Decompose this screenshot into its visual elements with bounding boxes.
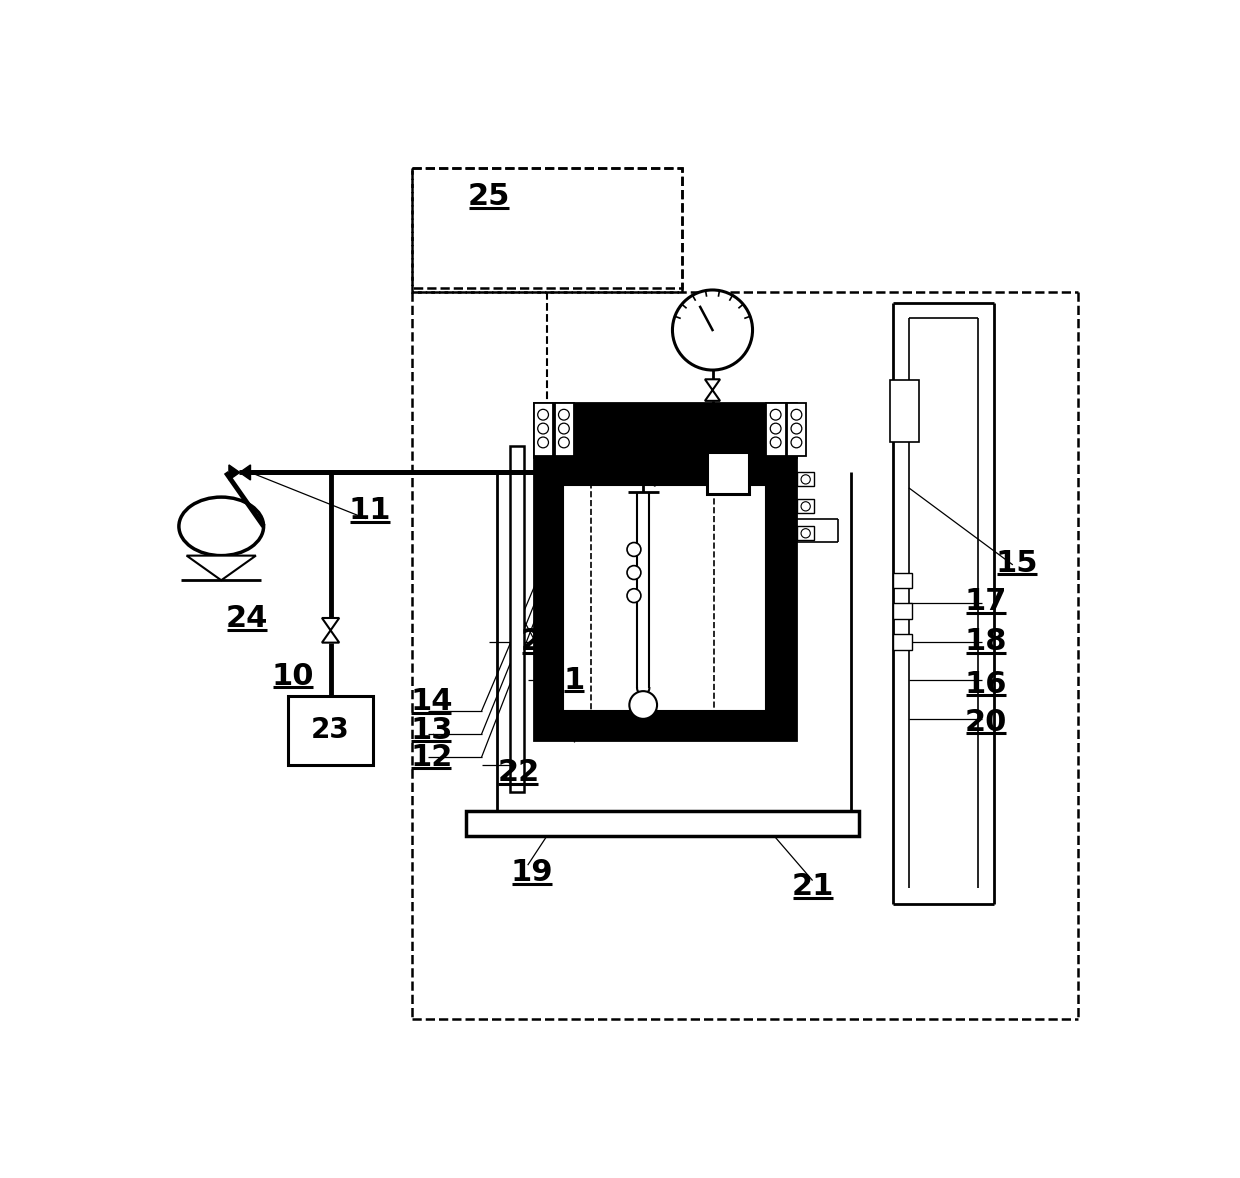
Circle shape [627,589,641,603]
Text: 23: 23 [311,716,350,744]
Circle shape [770,437,781,448]
Circle shape [770,409,781,421]
Polygon shape [229,465,239,479]
Circle shape [630,691,657,719]
Bar [466,812,859,836]
Text: 2: 2 [521,628,542,656]
Circle shape [791,423,802,434]
Text: 13: 13 [410,716,453,744]
Text: 10: 10 [272,662,314,691]
Text: 12: 12 [410,743,453,772]
Polygon shape [706,390,720,401]
Circle shape [538,437,548,448]
Text: 20: 20 [965,708,1007,737]
Circle shape [558,423,569,434]
Bar [894,634,911,649]
Bar [894,603,911,618]
Circle shape [558,437,569,448]
Bar [534,403,796,457]
Text: 14: 14 [410,688,453,716]
Polygon shape [589,463,603,482]
Text: 22: 22 [497,759,539,787]
Bar [412,168,682,291]
Circle shape [627,565,641,580]
Text: 19: 19 [510,859,553,887]
Circle shape [538,409,548,421]
Bar [510,445,523,792]
Text: 11: 11 [348,496,391,525]
Text: 16: 16 [965,670,1007,699]
Text: 24: 24 [226,604,268,634]
Polygon shape [186,556,255,581]
Bar [534,456,796,741]
Circle shape [538,423,548,434]
Bar [534,403,796,457]
Circle shape [801,475,810,484]
Text: 1: 1 [563,666,584,695]
Bar [766,403,786,456]
Ellipse shape [179,497,264,556]
Circle shape [672,290,753,370]
Bar [288,696,373,765]
Bar [554,403,574,456]
Text: 25: 25 [467,183,511,211]
Text: 17: 17 [965,588,1007,616]
Bar [534,456,796,741]
Polygon shape [239,465,250,479]
Circle shape [801,529,810,538]
Polygon shape [577,463,589,482]
Polygon shape [706,379,720,390]
Text: 18: 18 [965,628,1007,656]
Circle shape [801,502,810,511]
Text: 21: 21 [791,872,833,901]
Bar [707,451,749,494]
Bar [894,573,911,588]
Bar [889,380,919,442]
Polygon shape [322,630,340,643]
Bar [412,168,682,287]
Polygon shape [322,618,340,630]
Bar [563,485,766,712]
Circle shape [770,423,781,434]
Circle shape [627,543,641,556]
Bar [797,499,815,514]
Circle shape [791,437,802,448]
Text: 15: 15 [996,549,1038,578]
Bar [787,403,806,456]
Circle shape [558,409,569,421]
Bar [534,403,553,456]
Bar [797,527,815,541]
Bar [797,472,815,487]
Bar [590,481,714,719]
Circle shape [791,409,802,421]
